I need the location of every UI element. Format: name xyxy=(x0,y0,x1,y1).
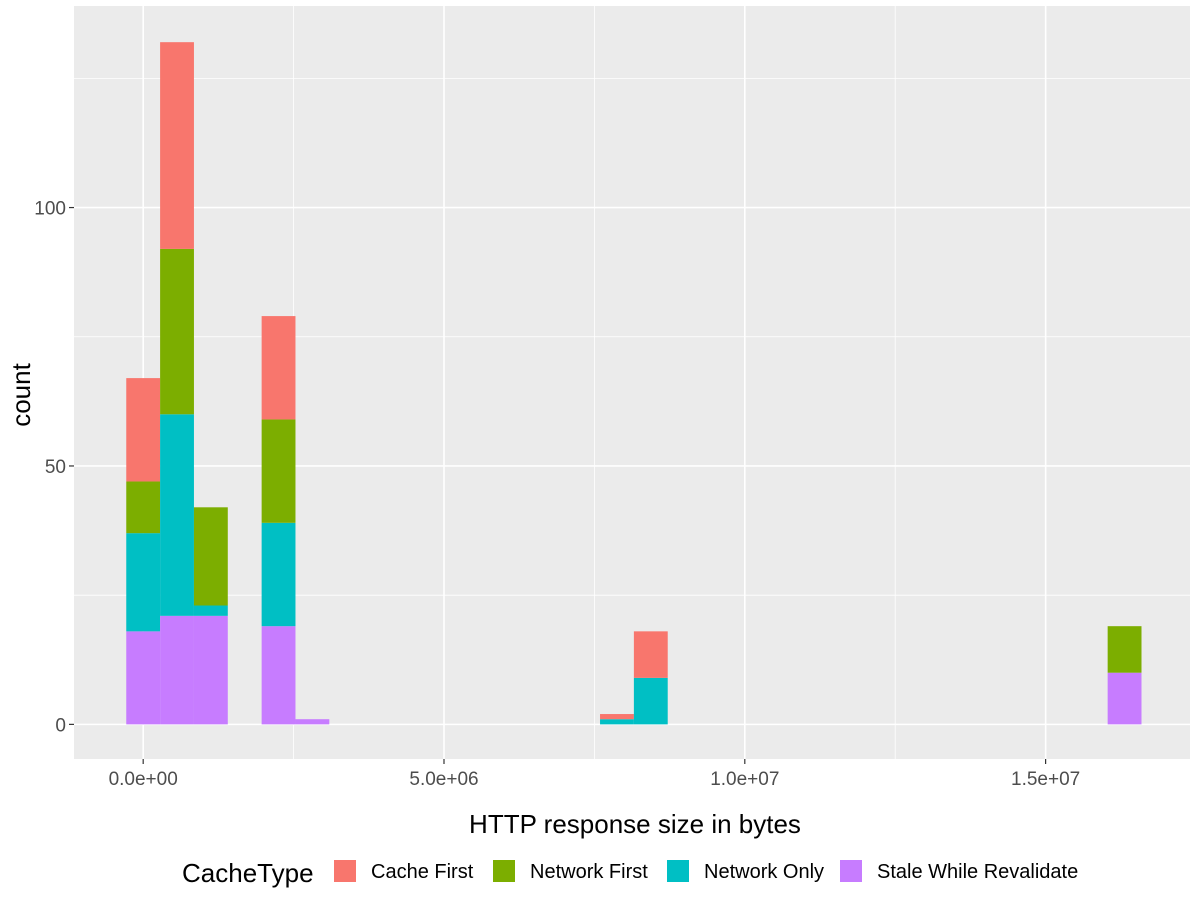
bar-stale-while-revalidate xyxy=(1107,672,1142,725)
bar-network-only xyxy=(261,522,296,627)
legend-title: CacheType xyxy=(182,858,314,888)
bar-stale-while-revalidate xyxy=(126,631,161,725)
bar-network-only xyxy=(633,677,668,725)
legend-label-cache-first: Cache First xyxy=(371,861,474,883)
bar-cache-first xyxy=(126,378,161,482)
y-axis-title: count xyxy=(6,362,36,426)
x-axis-title: HTTP response size in bytes xyxy=(469,809,801,839)
bar-cache-first xyxy=(633,631,668,678)
bar-stale-while-revalidate xyxy=(193,615,228,725)
legend-label-network-only: Network Only xyxy=(704,861,824,883)
x-axis: 0.0e+00 5.0e+06 1.0e+07 1.5e+07 xyxy=(109,759,1080,790)
bar-network-only xyxy=(193,605,228,616)
bar-network-first xyxy=(126,481,161,534)
bar-network-only xyxy=(126,533,161,632)
bar-stale-while-revalidate xyxy=(160,615,194,725)
x-tick-label: 1.5e+07 xyxy=(1011,769,1080,790)
x-tick-label: 1.0e+07 xyxy=(710,769,779,790)
bar-cache-first xyxy=(261,316,296,420)
legend-key-cache-first xyxy=(334,860,356,882)
bar-network-first xyxy=(193,507,228,606)
legend-label-network-first: Network First xyxy=(530,861,648,883)
y-tick-label: 100 xyxy=(34,199,66,220)
bar-stale-while-revalidate xyxy=(261,626,296,725)
grid-minor xyxy=(74,6,1190,759)
legend-key-stale-while-revalidate xyxy=(840,860,862,882)
bar-cache-first xyxy=(160,42,194,249)
bar-cache-first xyxy=(600,714,634,720)
bar-network-first xyxy=(160,248,194,415)
legend-key-network-only xyxy=(667,860,689,882)
x-tick-label: 0.0e+00 xyxy=(109,769,178,790)
y-tick-label: 50 xyxy=(45,457,66,478)
legend-key-network-first xyxy=(493,860,515,882)
bar-network-only xyxy=(160,414,194,616)
legend-label-stale-while-revalidate: Stale While Revalidate xyxy=(877,861,1078,883)
x-tick-label: 5.0e+06 xyxy=(409,769,478,790)
plot-panel xyxy=(74,6,1190,759)
bar-network-first xyxy=(261,419,296,523)
bar-network-only xyxy=(600,719,634,725)
y-axis: 0 50 100 xyxy=(34,199,74,736)
legend: CacheType Cache First Network First Networ… xyxy=(182,858,1078,888)
y-tick-label: 0 xyxy=(55,715,66,736)
grid-major xyxy=(74,6,1190,759)
bar-network-first xyxy=(1107,626,1142,673)
bars xyxy=(126,42,1142,725)
bar-stale-while-revalidate xyxy=(295,719,330,725)
